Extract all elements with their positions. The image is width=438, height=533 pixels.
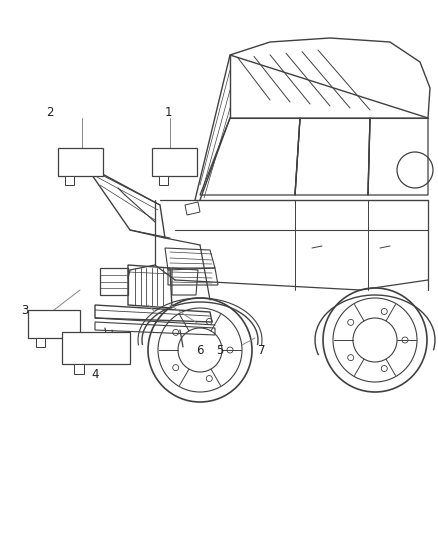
Text: 2: 2 bbox=[46, 106, 54, 118]
Text: 4: 4 bbox=[91, 368, 99, 382]
Polygon shape bbox=[65, 176, 74, 185]
Text: 7: 7 bbox=[258, 343, 266, 357]
Text: 5: 5 bbox=[216, 343, 224, 357]
Text: 3: 3 bbox=[21, 303, 28, 317]
Text: 6: 6 bbox=[196, 343, 204, 357]
Polygon shape bbox=[159, 176, 168, 185]
Polygon shape bbox=[28, 310, 80, 338]
Polygon shape bbox=[58, 148, 103, 176]
Polygon shape bbox=[152, 148, 197, 176]
Polygon shape bbox=[36, 338, 45, 347]
Polygon shape bbox=[74, 364, 84, 374]
Polygon shape bbox=[62, 332, 130, 364]
Text: 1: 1 bbox=[164, 106, 172, 118]
